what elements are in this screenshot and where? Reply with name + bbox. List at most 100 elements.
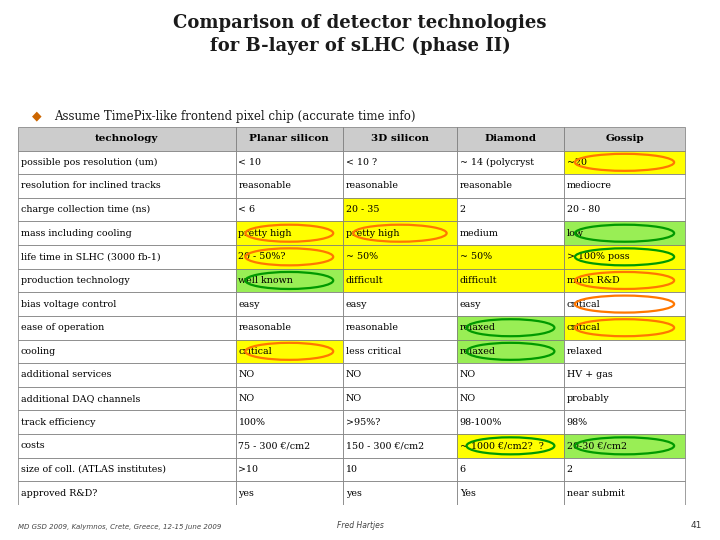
Text: easy: easy (459, 300, 481, 308)
Bar (564, 174, 685, 198)
Bar (343, 151, 457, 174)
Text: 6: 6 (459, 465, 466, 474)
Text: possible pos resolution (um): possible pos resolution (um) (21, 158, 157, 167)
Bar (564, 198, 685, 221)
Bar (457, 151, 564, 174)
Bar (343, 481, 457, 505)
Bar (457, 481, 564, 505)
Text: mediocre: mediocre (567, 181, 612, 191)
Bar (235, 434, 343, 458)
Text: NO: NO (346, 370, 361, 380)
Text: NO: NO (459, 394, 476, 403)
Bar (235, 387, 343, 410)
Bar (457, 434, 564, 458)
Text: difficult: difficult (346, 276, 383, 285)
Bar (343, 292, 457, 316)
Text: costs: costs (21, 441, 45, 450)
Bar (457, 174, 564, 198)
Text: NO: NO (238, 370, 255, 380)
Bar (564, 410, 685, 434)
Bar (343, 221, 457, 245)
Bar (343, 316, 457, 340)
Text: Assume TimePix-like frontend pixel chip (accurate time info): Assume TimePix-like frontend pixel chip … (54, 110, 415, 123)
Bar (18, 363, 235, 387)
Bar (343, 434, 457, 458)
Text: < 10 ?: < 10 ? (346, 158, 377, 167)
Bar (564, 340, 685, 363)
Text: critical: critical (238, 347, 272, 356)
Bar (564, 316, 685, 340)
Text: >95%?: >95%? (346, 418, 380, 427)
Text: ~ 14 (polycryst: ~ 14 (polycryst (459, 158, 534, 167)
Bar (18, 387, 235, 410)
Text: Fred Hartjes: Fred Hartjes (336, 521, 384, 530)
Bar (564, 434, 685, 458)
Text: relaxed: relaxed (459, 323, 495, 332)
Bar (235, 316, 343, 340)
Text: 100%: 100% (238, 418, 266, 427)
Bar (235, 269, 343, 292)
Bar (235, 292, 343, 316)
Bar (235, 151, 343, 174)
Text: NO: NO (238, 394, 255, 403)
Bar (564, 221, 685, 245)
Bar (235, 245, 343, 269)
Text: reasonable: reasonable (459, 181, 513, 191)
Text: 2: 2 (459, 205, 466, 214)
Text: track efficiency: track efficiency (21, 418, 95, 427)
Bar (343, 245, 457, 269)
Text: pretty high: pretty high (346, 229, 399, 238)
Bar (18, 245, 235, 269)
Text: size of coll. (ATLAS institutes): size of coll. (ATLAS institutes) (21, 465, 166, 474)
Text: low: low (567, 229, 584, 238)
Bar (564, 481, 685, 505)
Text: probably: probably (567, 394, 610, 403)
Text: technology: technology (95, 134, 158, 143)
Text: reasonable: reasonable (346, 323, 399, 332)
Bar (18, 127, 235, 151)
Text: < 6: < 6 (238, 205, 256, 214)
Bar (457, 410, 564, 434)
Bar (18, 269, 235, 292)
Text: < 10: < 10 (238, 158, 261, 167)
Bar (343, 269, 457, 292)
Bar (343, 340, 457, 363)
Text: production technology: production technology (21, 276, 130, 285)
Bar (18, 458, 235, 481)
Text: yes: yes (238, 489, 254, 497)
Bar (18, 410, 235, 434)
Bar (18, 151, 235, 174)
Bar (235, 481, 343, 505)
Text: Comparison of detector technologies
for B-layer of sLHC (phase II): Comparison of detector technologies for … (174, 14, 546, 55)
Bar (457, 316, 564, 340)
Text: cooling: cooling (21, 347, 56, 356)
Bar (564, 245, 685, 269)
Text: reasonable: reasonable (238, 181, 292, 191)
Bar (343, 127, 457, 151)
Bar (457, 340, 564, 363)
Bar (18, 316, 235, 340)
Bar (235, 458, 343, 481)
Bar (18, 292, 235, 316)
Text: ~ 50%: ~ 50% (346, 252, 378, 261)
Text: > 100% poss: > 100% poss (567, 252, 629, 261)
Text: ~ 1000 €/cm2?  ?: ~ 1000 €/cm2? ? (459, 441, 544, 450)
Bar (564, 127, 685, 151)
Text: relaxed: relaxed (459, 347, 495, 356)
Bar (18, 198, 235, 221)
Bar (457, 458, 564, 481)
Bar (18, 340, 235, 363)
Bar (457, 387, 564, 410)
Text: reasonable: reasonable (346, 181, 399, 191)
Text: MD GSD 2009, Kalymnos, Crete, Greece, 12-15 June 2009: MD GSD 2009, Kalymnos, Crete, Greece, 12… (18, 524, 221, 530)
Bar (235, 340, 343, 363)
Text: NO: NO (459, 370, 476, 380)
Text: 2: 2 (567, 465, 573, 474)
Text: easy: easy (238, 300, 260, 308)
Bar (18, 174, 235, 198)
Text: additional services: additional services (21, 370, 112, 380)
Bar (343, 198, 457, 221)
Text: Diamond: Diamond (485, 134, 536, 143)
Text: 3D silicon: 3D silicon (371, 134, 429, 143)
Bar (564, 292, 685, 316)
